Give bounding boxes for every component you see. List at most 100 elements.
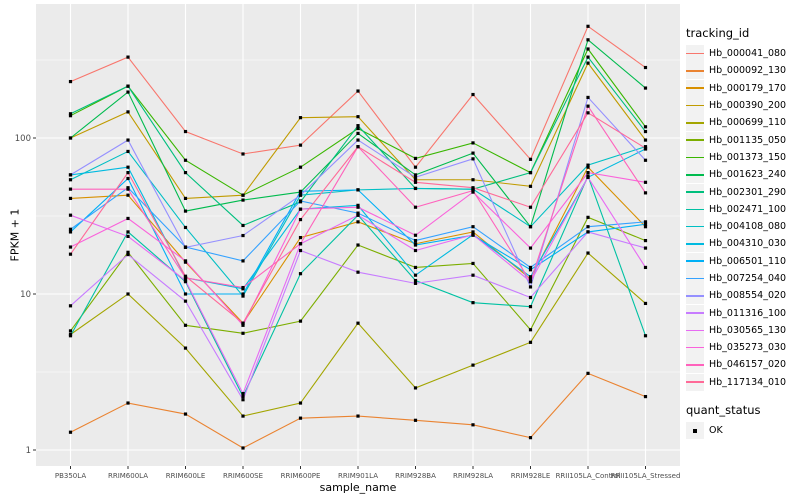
data-point [643,180,648,184]
data-point [68,178,73,182]
data-point [241,323,245,327]
legend-item: Hb_004108_080 [686,218,798,236]
data-point [586,171,590,175]
data-point [183,412,188,416]
data-point [126,193,130,197]
data-point [471,273,475,277]
data-point [471,141,475,145]
data-point [643,301,648,306]
data-point [68,430,73,434]
data-point [183,209,188,213]
data-point [68,304,73,308]
legend-item-label: Hb_117134_010 [709,376,787,388]
legend-line-icon [686,277,704,280]
legend-key-swatch [686,235,704,253]
legend-item: Hb_011316_100 [686,304,798,322]
legend-item: Hb_030565_130 [686,321,798,339]
legend-line-icon [686,260,704,262]
data-point [643,158,648,162]
data-point [586,163,590,167]
legend-line-icon [686,139,704,141]
data-point [471,189,475,193]
data-point [183,225,188,230]
data-point [68,329,73,333]
legend-item-label: Hb_000179_170 [709,82,787,94]
data-point [413,233,418,237]
data-point [356,321,360,325]
data-point [413,386,418,390]
data-point [528,275,533,279]
data-point [68,252,73,256]
legend-item: Hb_002471_100 [686,200,798,218]
data-point [471,178,475,182]
data-point [413,281,418,285]
data-point [643,222,648,226]
data-point [528,265,533,270]
data-point [356,145,360,149]
data-point [586,95,590,100]
data-point [356,205,360,209]
data-point [126,216,130,221]
data-point [413,156,418,160]
ok-square-marker [693,428,697,433]
data-point [68,230,73,234]
data-point [643,265,648,270]
legend-item-label: Hb_000092_130 [709,65,787,77]
data-point [643,138,648,142]
legend-line-icon [686,104,704,107]
data-point [126,230,130,234]
data-point [126,234,130,239]
data-point [183,323,188,327]
y-tick-label: 100 [15,134,31,144]
data-point [241,233,245,238]
data-point [298,319,303,323]
data-point [241,391,245,396]
data-point [356,126,360,131]
legend-item-label: Hb_000041_080 [709,48,787,60]
data-point [356,203,360,207]
x-tick-label: RRIM928LE [511,472,551,480]
data-point [356,211,360,215]
data-point [413,175,418,179]
data-point [68,136,73,140]
legend-item: Hb_001135_050 [686,131,798,149]
legend-title: tracking_id [686,26,750,40]
data-point [413,180,418,184]
data-point [586,230,590,234]
data-point [126,171,130,175]
legend-item: Hb_000699_110 [686,114,798,132]
data-point [356,414,360,418]
data-point [643,225,648,229]
data-point [643,191,648,195]
data-point [471,301,475,305]
data-point [183,292,188,296]
data-point [298,416,303,420]
x-tick-label: RRIM928LA [453,472,493,480]
data-point [68,196,73,201]
legend-item: Hb_035273_030 [686,339,798,357]
data-point [528,340,533,344]
data-point [413,243,418,247]
data-point [586,165,590,169]
legend-key-swatch [686,114,704,132]
legend-line-icon [686,156,704,159]
data-point [643,334,648,338]
data-point [298,165,303,169]
data-point [68,227,73,231]
data-point [586,251,590,255]
data-point [643,65,648,70]
legend-item: Hb_002301_290 [686,183,798,201]
legend-line-icon [686,52,704,55]
legend-item: Hb_006501_110 [686,252,798,270]
legend-item-label: Hb_046157_020 [709,359,787,371]
legend-item: Hb_000092_130 [686,62,798,80]
data-point [241,193,245,197]
legend-key-swatch [686,131,704,149]
data-point [356,220,360,224]
data-point [643,129,648,134]
data-point [471,261,475,266]
data-point [68,173,73,177]
data-point [68,79,73,84]
data-point [356,131,360,136]
data-point [126,84,130,88]
